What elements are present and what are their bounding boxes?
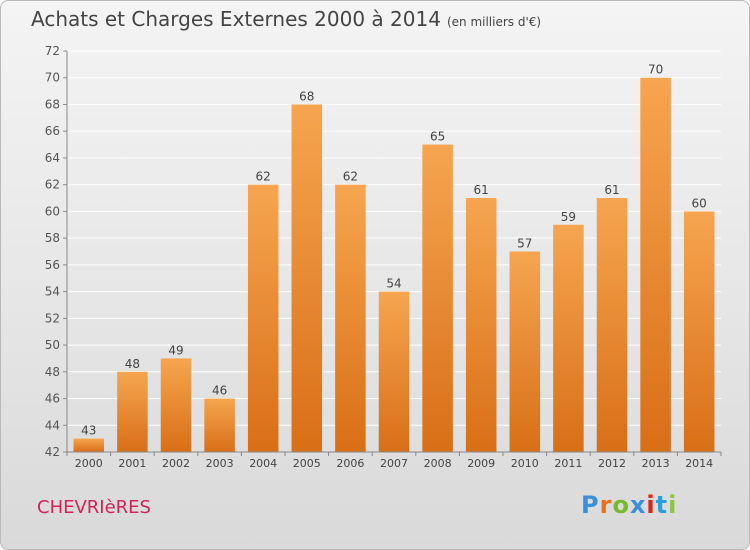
bar-2005 [291, 104, 323, 452]
proxiti-logo: Proxiti [581, 491, 677, 519]
bar-2009 [465, 198, 497, 452]
data-label-2000: 43 [81, 424, 96, 438]
y-tick-label: 48 [45, 365, 60, 379]
x-tick-label-2008: 2008 [424, 457, 452, 470]
data-label-2013: 70 [648, 63, 663, 77]
logo-letter: t [655, 491, 669, 519]
data-label-2002: 49 [168, 343, 183, 357]
x-tick-label-2007: 2007 [380, 457, 408, 470]
y-tick-label: 44 [45, 418, 60, 432]
data-label-2011: 59 [561, 210, 576, 224]
bar-2002 [160, 358, 192, 452]
logo-letter: P [581, 491, 600, 519]
chart-subtitle: (en milliers d'€) [446, 15, 542, 29]
data-label-2004: 62 [256, 170, 271, 184]
bar-2004 [247, 184, 279, 452]
x-tick-label-2000: 2000 [75, 457, 103, 470]
y-tick-label: 72 [45, 44, 60, 58]
y-tick-label: 50 [45, 338, 60, 352]
data-label-2003: 46 [212, 384, 227, 398]
x-tick-label-2011: 2011 [554, 457, 582, 470]
y-tick-label: 58 [45, 231, 60, 245]
bar-2001 [117, 371, 148, 452]
data-label-2006: 62 [343, 170, 358, 184]
bar-2010 [509, 251, 541, 452]
y-tick-label: 52 [45, 311, 60, 325]
commune-name: CHEVRIèRES [37, 497, 151, 518]
bar-2000 [73, 438, 105, 452]
bar-2013 [640, 77, 671, 452]
chart-title: Achats et Charges Externes 2000 à 2014 (e… [31, 7, 541, 31]
bar-2007 [378, 291, 410, 452]
bar-2006 [335, 184, 366, 452]
data-label-2010: 57 [517, 237, 532, 251]
logo-letter: o [612, 491, 630, 519]
data-label-2014: 60 [692, 196, 707, 210]
bar-2014 [683, 211, 715, 452]
bar-2003 [204, 398, 235, 452]
logo-letter: r [599, 491, 613, 519]
x-tick-label-2005: 2005 [293, 457, 321, 470]
y-tick-label: 56 [45, 258, 60, 272]
data-label-2012: 61 [604, 183, 619, 197]
x-tick-label-2006: 2006 [336, 457, 364, 470]
x-tick-label-2014: 2014 [685, 457, 713, 470]
y-tick-label: 66 [45, 124, 60, 138]
y-tick-label: 68 [45, 97, 60, 111]
logo-letter: i [646, 491, 656, 519]
x-tick-label-2001: 2001 [118, 457, 146, 470]
y-tick-label: 46 [45, 392, 60, 406]
x-tick-label-2012: 2012 [598, 457, 626, 470]
x-tick-label-2004: 2004 [249, 457, 277, 470]
bar-2008 [422, 144, 453, 453]
y-tick-label: 54 [45, 285, 60, 299]
y-tick-label: 70 [45, 71, 60, 85]
x-tick-label-2009: 2009 [467, 457, 495, 470]
logo-letter: x [629, 491, 647, 519]
y-tick-label: 42 [45, 445, 60, 459]
y-tick-label: 64 [45, 151, 60, 165]
data-label-2005: 68 [299, 89, 314, 103]
data-label-2007: 54 [386, 277, 401, 291]
y-tick-label: 60 [45, 204, 60, 218]
x-tick-label-2013: 2013 [642, 457, 670, 470]
data-label-2009: 61 [474, 183, 489, 197]
data-label-2001: 48 [125, 357, 140, 371]
x-tick-label-2010: 2010 [511, 457, 539, 470]
bar-2012 [596, 198, 628, 452]
bar-2011 [553, 224, 584, 452]
chart-title-text: Achats et Charges Externes 2000 à 2014 [31, 7, 441, 31]
logo-letter: i [668, 491, 678, 519]
y-tick-label: 62 [45, 178, 60, 192]
data-label-2008: 65 [430, 130, 445, 144]
x-tick-label-2002: 2002 [162, 457, 190, 470]
x-tick-label-2003: 2003 [206, 457, 234, 470]
